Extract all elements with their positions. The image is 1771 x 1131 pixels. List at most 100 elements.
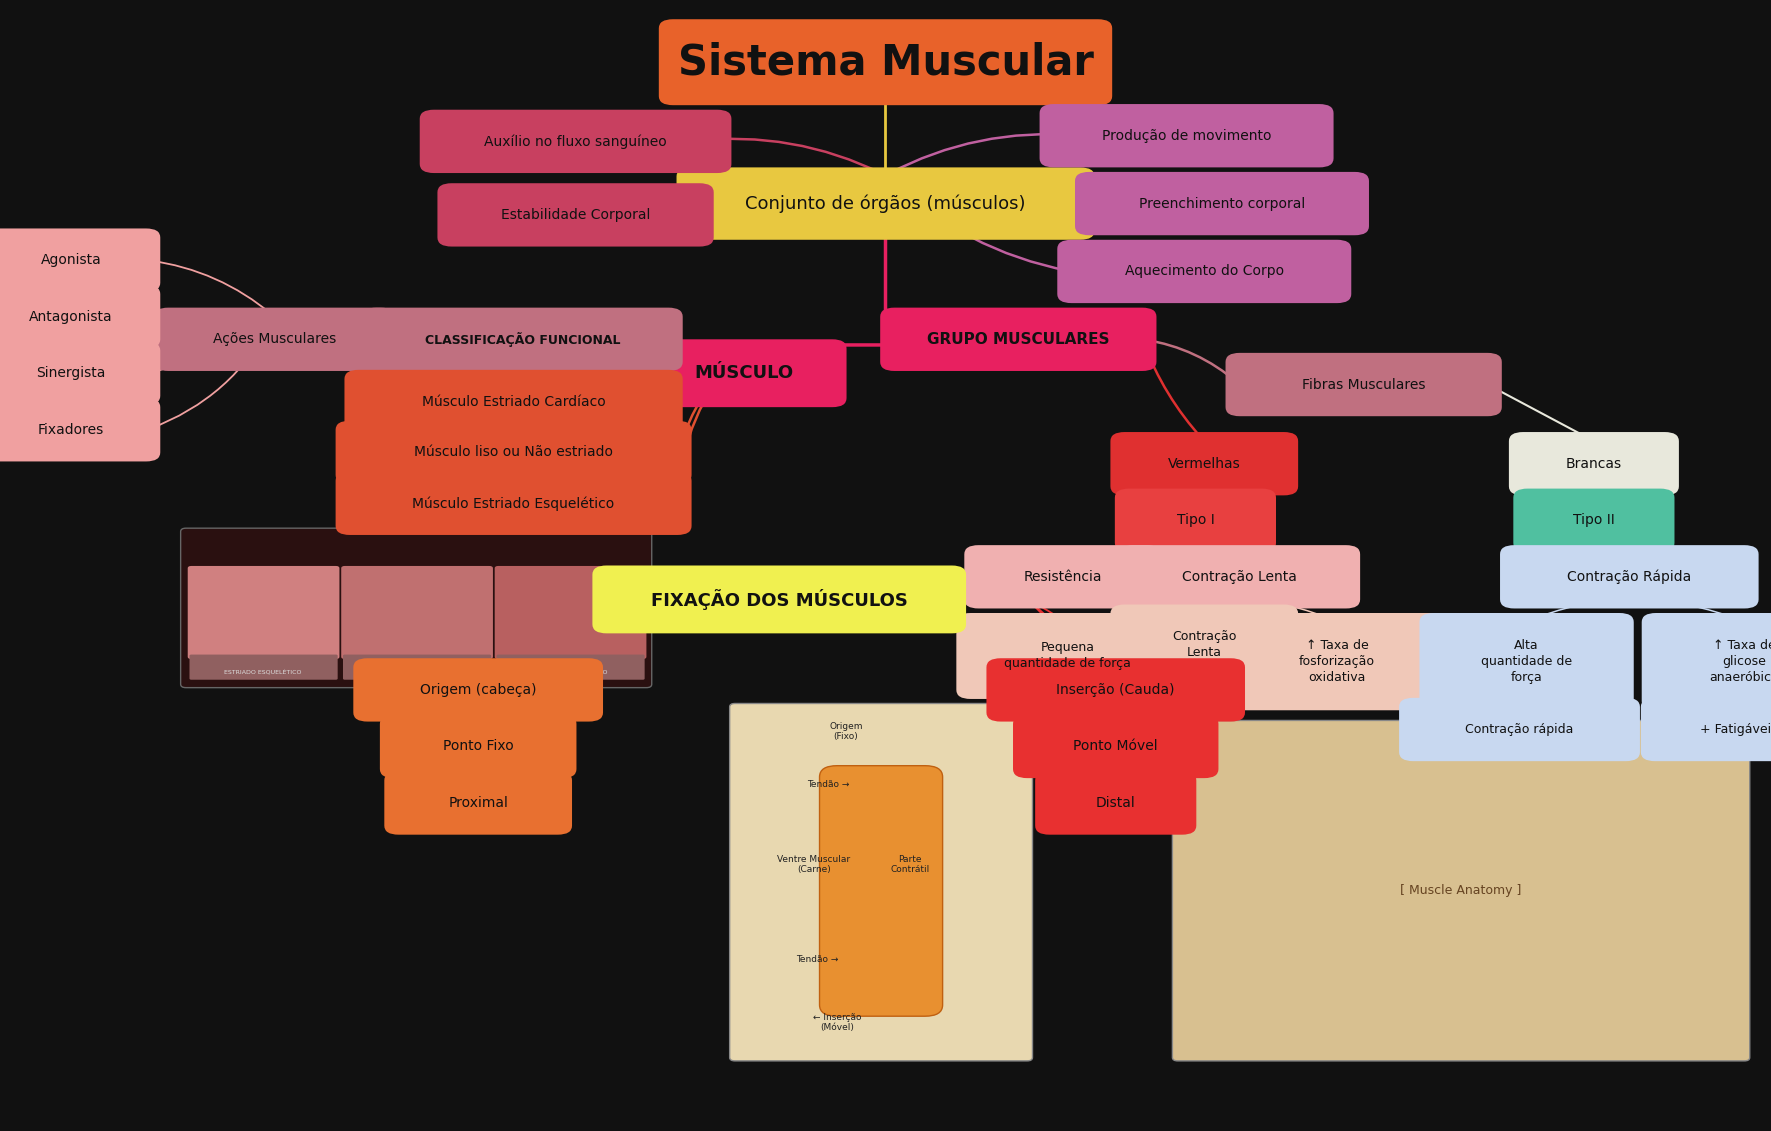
Text: Fixadores: Fixadores	[37, 423, 104, 437]
Text: ESTRIADO ESQUELÉTICO: ESTRIADO ESQUELÉTICO	[223, 670, 301, 675]
Text: Conjunto de órgãos (músculos): Conjunto de órgãos (músculos)	[746, 195, 1025, 213]
FancyBboxPatch shape	[1226, 353, 1502, 416]
FancyBboxPatch shape	[188, 566, 340, 659]
FancyBboxPatch shape	[496, 655, 645, 680]
Text: ↑ Taxa de
fosforização
oxidativa: ↑ Taxa de fosforização oxidativa	[1300, 639, 1374, 684]
Text: Brancas: Brancas	[1566, 457, 1622, 470]
Text: Pequena
quantidade de força: Pequena quantidade de força	[1004, 641, 1132, 671]
FancyBboxPatch shape	[956, 613, 1179, 699]
Text: Distal: Distal	[1096, 796, 1135, 810]
FancyBboxPatch shape	[1220, 613, 1452, 710]
FancyBboxPatch shape	[986, 658, 1245, 722]
FancyBboxPatch shape	[494, 566, 646, 659]
FancyBboxPatch shape	[0, 228, 159, 292]
FancyBboxPatch shape	[361, 308, 682, 371]
FancyBboxPatch shape	[335, 421, 691, 484]
Text: Agonista: Agonista	[41, 253, 101, 267]
Text: Aquecimento do Corpo: Aquecimento do Corpo	[1125, 265, 1284, 278]
FancyBboxPatch shape	[1642, 613, 1771, 710]
FancyBboxPatch shape	[344, 370, 682, 433]
Text: Tendão →: Tendão →	[808, 779, 850, 788]
Text: Alta
quantidade de
força: Alta quantidade de força	[1481, 639, 1573, 684]
Text: ← Inserção
(Móvel): ← Inserção (Móvel)	[813, 1012, 861, 1033]
FancyBboxPatch shape	[659, 19, 1112, 105]
Text: Músculo liso ou Não estriado: Músculo liso ou Não estriado	[414, 446, 613, 459]
Text: Produção de movimento: Produção de movimento	[1102, 129, 1272, 143]
FancyBboxPatch shape	[1110, 604, 1298, 685]
FancyBboxPatch shape	[352, 658, 602, 722]
Text: Parte
Contrátil: Parte Contrátil	[891, 855, 930, 874]
Text: CLASSIFICAÇÃO FUNCIONAL: CLASSIFICAÇÃO FUNCIONAL	[425, 331, 620, 347]
FancyBboxPatch shape	[154, 308, 395, 371]
FancyBboxPatch shape	[1399, 698, 1640, 761]
FancyBboxPatch shape	[1057, 240, 1351, 303]
Text: Contração Lenta: Contração Lenta	[1183, 570, 1296, 584]
FancyBboxPatch shape	[181, 528, 652, 688]
FancyBboxPatch shape	[641, 339, 847, 407]
Text: Ações Musculares: Ações Musculares	[213, 333, 336, 346]
Text: Ponto Fixo: Ponto Fixo	[443, 740, 514, 753]
Text: Músculo Estriado Esquelético: Músculo Estriado Esquelético	[413, 497, 615, 510]
Text: Origem
(Fixo): Origem (Fixo)	[829, 722, 862, 741]
FancyBboxPatch shape	[381, 715, 577, 778]
FancyBboxPatch shape	[1116, 489, 1275, 552]
Text: Contração rápida: Contração rápida	[1465, 723, 1574, 736]
FancyBboxPatch shape	[880, 308, 1156, 371]
Text: + Fatigáveis: + Fatigáveis	[1700, 723, 1771, 736]
Text: [ Muscle Anatomy ]: [ Muscle Anatomy ]	[1401, 884, 1521, 897]
FancyBboxPatch shape	[1013, 715, 1218, 778]
FancyBboxPatch shape	[0, 285, 159, 348]
Text: Contração Rápida: Contração Rápida	[1567, 570, 1691, 584]
Text: Preenchimento corporal: Preenchimento corporal	[1139, 197, 1305, 210]
FancyBboxPatch shape	[1500, 545, 1759, 608]
Text: MÚSCULO: MÚSCULO	[694, 364, 793, 382]
FancyBboxPatch shape	[963, 545, 1162, 608]
FancyBboxPatch shape	[1110, 432, 1298, 495]
FancyBboxPatch shape	[1034, 771, 1197, 835]
Text: Antagonista: Antagonista	[28, 310, 113, 323]
Text: Proximal: Proximal	[448, 796, 508, 810]
Text: Origem (cabeça): Origem (cabeça)	[420, 683, 537, 697]
Text: Sistema Muscular: Sistema Muscular	[678, 41, 1093, 84]
Text: Músculo Estriado Cardíaco: Músculo Estriado Cardíaco	[421, 395, 606, 408]
FancyBboxPatch shape	[1512, 489, 1675, 552]
FancyBboxPatch shape	[820, 766, 942, 1016]
FancyBboxPatch shape	[592, 566, 967, 633]
Text: Inserção (Cauda): Inserção (Cauda)	[1057, 683, 1174, 697]
Text: Tipo I: Tipo I	[1176, 513, 1215, 527]
FancyBboxPatch shape	[384, 771, 572, 835]
Text: Tendão →: Tendão →	[795, 955, 838, 964]
FancyBboxPatch shape	[342, 566, 492, 659]
Text: Auxílio no fluxo sanguíneo: Auxílio no fluxo sanguíneo	[483, 135, 668, 148]
FancyBboxPatch shape	[1420, 613, 1633, 710]
FancyBboxPatch shape	[437, 183, 714, 247]
Text: Fibras Musculares: Fibras Musculares	[1302, 378, 1426, 391]
FancyBboxPatch shape	[335, 472, 691, 535]
FancyBboxPatch shape	[1172, 720, 1750, 1061]
Text: Tipo II: Tipo II	[1573, 513, 1615, 527]
Text: Sinergista: Sinergista	[35, 366, 106, 380]
FancyBboxPatch shape	[1640, 698, 1771, 761]
FancyBboxPatch shape	[0, 398, 159, 461]
FancyBboxPatch shape	[189, 655, 338, 680]
Text: Estabilidade Corporal: Estabilidade Corporal	[501, 208, 650, 222]
Text: ESTRIADO CARDÍACO: ESTRIADO CARDÍACO	[383, 670, 450, 674]
FancyBboxPatch shape	[677, 167, 1094, 240]
Text: LISO OU NÃO ESTRIADO: LISO OU NÃO ESTRIADO	[531, 670, 607, 674]
Text: Resistência: Resistência	[1024, 570, 1102, 584]
FancyBboxPatch shape	[344, 655, 491, 680]
Text: GRUPO MUSCULARES: GRUPO MUSCULARES	[926, 331, 1110, 347]
FancyBboxPatch shape	[1040, 104, 1334, 167]
FancyBboxPatch shape	[0, 342, 159, 405]
Text: Vermelhas: Vermelhas	[1167, 457, 1241, 470]
Text: FIXAÇÃO DOS MÚSCULOS: FIXAÇÃO DOS MÚSCULOS	[650, 589, 909, 610]
Text: Ventre Muscular
(Carne): Ventre Muscular (Carne)	[777, 855, 850, 874]
FancyBboxPatch shape	[1509, 432, 1679, 495]
FancyBboxPatch shape	[1119, 545, 1360, 608]
FancyBboxPatch shape	[1075, 172, 1369, 235]
FancyBboxPatch shape	[420, 110, 731, 173]
Text: Contração
Lenta: Contração Lenta	[1172, 630, 1236, 659]
Text: Ponto Móvel: Ponto Móvel	[1073, 740, 1158, 753]
Text: ↑ Taxa de
glicose
anaeróbica: ↑ Taxa de glicose anaeróbica	[1709, 639, 1771, 684]
FancyBboxPatch shape	[730, 703, 1032, 1061]
